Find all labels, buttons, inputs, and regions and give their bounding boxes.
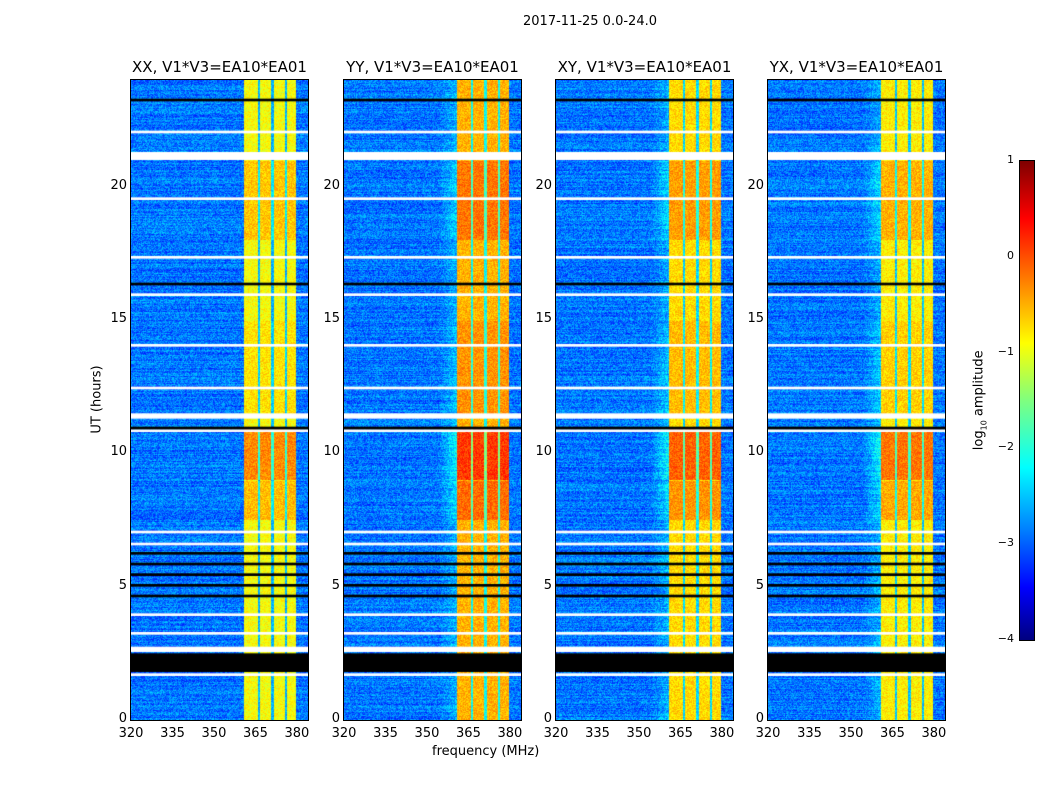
colorbar-tick-label: −3 bbox=[997, 536, 1014, 550]
waterfall-heatmap bbox=[768, 80, 945, 720]
waterfall-heatmap bbox=[556, 80, 733, 720]
x-tick-label: 380 bbox=[497, 726, 523, 741]
x-tick-label: 335 bbox=[373, 726, 398, 741]
y-tick-label: 15 bbox=[535, 311, 552, 326]
y-tick-label: 0 bbox=[118, 711, 127, 726]
y-tick-label: 20 bbox=[323, 177, 340, 193]
y-tick-label: 20 bbox=[110, 177, 127, 193]
y-axis-label: UT (hours) bbox=[89, 365, 105, 434]
axes-frame bbox=[767, 79, 946, 721]
colorbar bbox=[1019, 160, 1035, 641]
x-tick-label: 320 bbox=[543, 726, 569, 741]
panel-title: XX, V1*V3=EA10*EA01 bbox=[132, 58, 307, 76]
panel-4: YX, V1*V3=EA10*EA01 320 335 350 365 380 0 5 10 15… bbox=[747, 58, 946, 741]
panel-3: XY, V1*V3=EA10*EA01 320 335 350 365 380 0 5 10 15… bbox=[535, 58, 734, 741]
y-tick-label: 20 bbox=[747, 177, 764, 193]
y-tick-label: 10 bbox=[323, 444, 340, 460]
x-tick-label: 350 bbox=[201, 726, 227, 741]
colorbar-label: log10 amplitude bbox=[971, 350, 989, 451]
x-tick-label: 380 bbox=[709, 726, 735, 741]
x-tick-label: 365 bbox=[880, 726, 905, 741]
panel-title: YX, V1*V3=EA10*EA01 bbox=[769, 58, 944, 76]
x-tick-label: 320 bbox=[331, 726, 357, 741]
axes-frame bbox=[555, 79, 734, 721]
x-tick-label: 320 bbox=[755, 726, 781, 741]
x-tick-label: 335 bbox=[585, 726, 610, 741]
y-tick-label: 5 bbox=[543, 577, 552, 593]
x-tick-label: 380 bbox=[921, 726, 947, 741]
y-tick-label: 0 bbox=[755, 711, 764, 726]
panel-1: XX, V1*V3=EA10*EA01 320 335 350 365 380 0 5 10 15… bbox=[110, 58, 309, 741]
x-axis-label: frequency (MHz) bbox=[432, 744, 540, 759]
axes-frame bbox=[130, 79, 309, 721]
x-tick-label: 350 bbox=[626, 726, 652, 741]
y-tick-label: 10 bbox=[535, 444, 552, 460]
panel-title: XY, V1*V3=EA10*EA01 bbox=[557, 58, 732, 76]
colorbar-tick-label: 0 bbox=[1007, 248, 1014, 262]
y-tick-label: 10 bbox=[747, 444, 764, 460]
figure-title: 2017-11-25 0.0-24.0 bbox=[523, 14, 657, 29]
axes-frame bbox=[343, 79, 522, 721]
y-tick-label: 15 bbox=[747, 311, 764, 326]
x-tick-label: 335 bbox=[797, 726, 822, 741]
x-tick-label: 365 bbox=[243, 726, 268, 741]
x-tick-label: 365 bbox=[456, 726, 481, 741]
y-tick-label: 10 bbox=[110, 444, 127, 460]
colorbar-tick-label: −2 bbox=[997, 440, 1014, 454]
y-tick-label: 20 bbox=[535, 177, 552, 193]
x-tick-label: 350 bbox=[414, 726, 440, 741]
waterfall-heatmap bbox=[131, 80, 308, 720]
y-tick-label: 0 bbox=[543, 711, 552, 726]
y-tick-label: 15 bbox=[110, 311, 127, 326]
panel-2: YY, V1*V3=EA10*EA01 320 335 350 365 380 0 5 10 15… bbox=[323, 58, 522, 741]
y-tick-label: 15 bbox=[323, 311, 340, 326]
y-tick-label: 5 bbox=[118, 577, 127, 593]
colorbar-tick-label: 1 bbox=[1007, 153, 1014, 166]
x-tick-label: 320 bbox=[118, 726, 144, 741]
colorbar-tick-label: −4 bbox=[997, 632, 1014, 645]
x-tick-label: 350 bbox=[838, 726, 864, 741]
y-tick-label: 0 bbox=[331, 711, 340, 726]
x-tick-label: 335 bbox=[160, 726, 185, 741]
y-tick-label: 5 bbox=[755, 577, 764, 593]
colorbar-tick-label: −1 bbox=[997, 344, 1014, 358]
panel-title: YY, V1*V3=EA10*EA01 bbox=[346, 58, 519, 76]
x-tick-label: 365 bbox=[668, 726, 693, 741]
y-tick-label: 5 bbox=[331, 577, 340, 593]
waterfall-heatmap bbox=[344, 80, 521, 720]
x-tick-label: 380 bbox=[284, 726, 310, 741]
